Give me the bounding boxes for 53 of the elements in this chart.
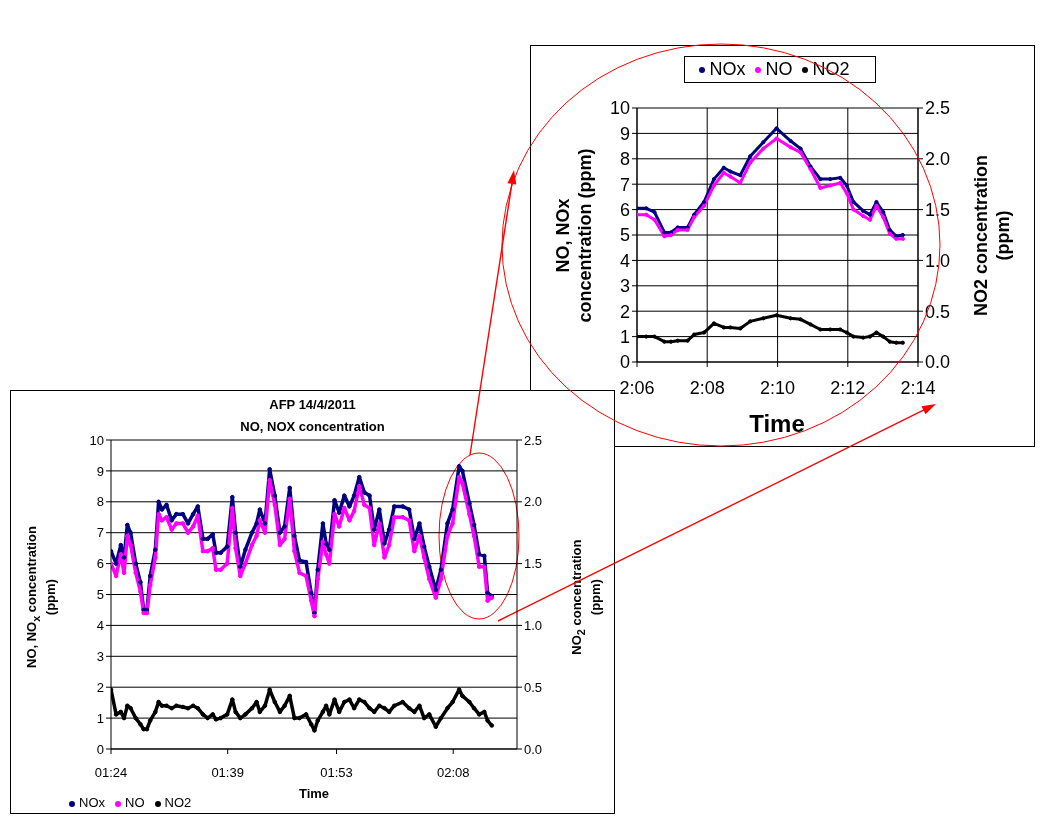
legend-label: NO: [125, 795, 145, 810]
y-tick-label: 8: [619, 149, 630, 170]
y-tick-label: 1: [619, 326, 630, 347]
y2-tick-label: 2.0: [925, 149, 951, 170]
y2-tick-label: 2.5: [524, 432, 543, 448]
y-tick-label: 8: [96, 494, 104, 510]
y-tick-label: 4: [619, 250, 630, 271]
legend-label: NO: [765, 59, 793, 79]
x-tick-label: 2:10: [760, 377, 796, 398]
y-tick-label: 5: [96, 587, 104, 603]
y2-tick-label: 1.0: [925, 250, 951, 271]
y-tick-label: 1: [96, 710, 104, 726]
y-tick-label: 10: [609, 98, 630, 119]
x-tick-label: 01:53: [320, 765, 353, 781]
y-tick-label: 6: [619, 199, 630, 220]
y-tick-label: 9: [96, 463, 104, 479]
y2-tick-label: 0.0: [524, 741, 543, 757]
y-tick-label: 0: [96, 741, 104, 757]
y2-tick-label: 1.5: [925, 199, 951, 220]
x-tick-label: 2:08: [689, 377, 725, 398]
x-tick-label: 01:39: [211, 765, 244, 781]
y-tick-label: 9: [619, 123, 630, 144]
y2-tick-label: 0.5: [524, 679, 543, 695]
y-tick-label: 7: [96, 525, 104, 541]
y2-tick-label: 1.0: [524, 618, 543, 634]
x-axis-title: Time: [297, 786, 331, 802]
y-tick-label: 3: [619, 276, 630, 297]
x-tick-label: 2:14: [900, 377, 936, 398]
x-tick-label: 2:06: [619, 377, 655, 398]
legend-label: NO2: [164, 795, 192, 810]
y2-tick-label: 1.5: [524, 556, 543, 572]
y-tick-label: 10: [89, 432, 104, 448]
y-tick-label: 5: [619, 225, 630, 246]
legend-label: NOx: [79, 795, 105, 810]
y2-tick-label: 2.5: [925, 98, 951, 119]
y-tick-label: 2: [619, 301, 630, 322]
x-tick-label: 2:12: [830, 377, 866, 398]
y-tick-label: 0: [619, 352, 630, 373]
legend-label: NOx: [709, 59, 746, 79]
y2-tick-label: 2.0: [524, 494, 543, 510]
y-tick-label: 6: [96, 556, 104, 572]
chart-subtitle: NO, NOX concentration: [239, 419, 386, 434]
y-axis-title: NO, NOx concentration (ppm): [553, 148, 596, 325]
x-axis-title: Time: [748, 409, 806, 439]
x-tick-label: 02:08: [436, 765, 470, 781]
y2-tick-label: 0.0: [925, 352, 951, 373]
y-tick-label: 7: [619, 174, 630, 195]
x-tick-label: 01:24: [94, 765, 128, 781]
y2-axis-title: NO2 concentration (ppm): [971, 154, 1014, 319]
y-tick-label: 3: [96, 648, 104, 664]
chart-title: AFP 14/4/2011: [268, 397, 357, 412]
y-tick-label: 2: [96, 679, 104, 695]
y-tick-label: 4: [96, 618, 104, 634]
